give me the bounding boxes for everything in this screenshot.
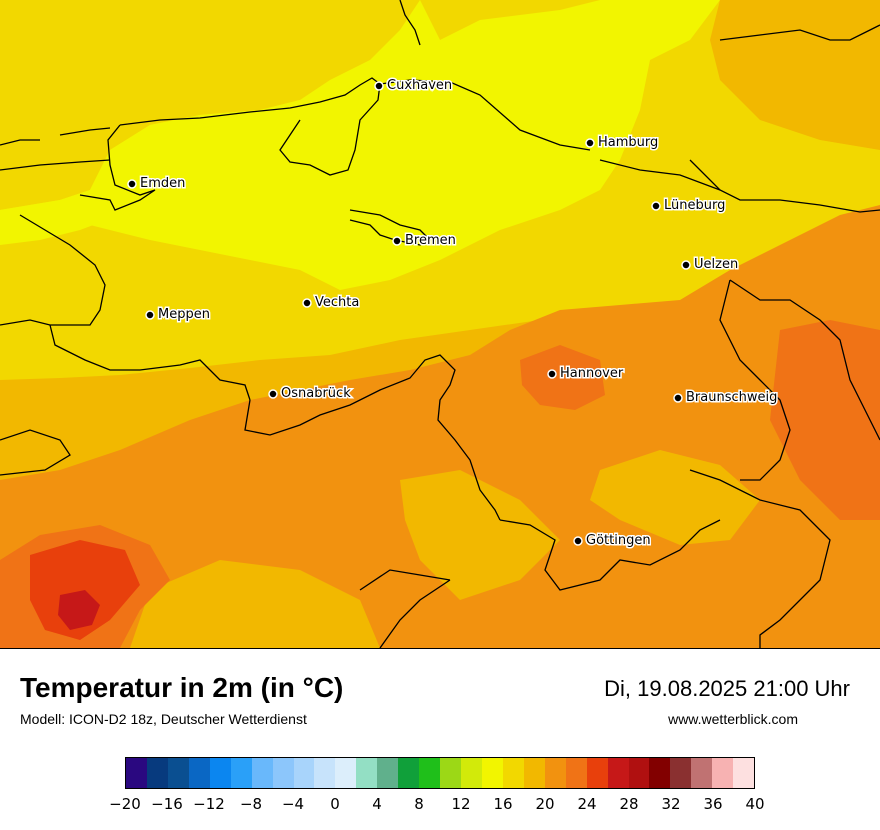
legend-swatch	[691, 758, 713, 788]
legend-swatch	[502, 758, 524, 788]
legend-tick-label: −20	[109, 795, 141, 813]
svg-text:Lüneburg: Lüneburg	[664, 198, 725, 213]
city-vechta[interactable]: Vechta	[302, 294, 361, 312]
legend-swatch	[607, 758, 629, 788]
svg-text:Bremen: Bremen	[405, 233, 456, 248]
legend-tick-label: 20	[535, 795, 555, 813]
legend-tick-label: 12	[451, 795, 471, 813]
borders	[0, 0, 880, 648]
city-hamburg[interactable]: Hamburg	[585, 134, 660, 152]
legend-swatch	[670, 758, 692, 788]
map-title: Temperatur in 2m (in °C)	[20, 672, 344, 703]
svg-text:Uelzen: Uelzen	[694, 257, 738, 272]
city-uelzen[interactable]: Uelzen	[681, 256, 740, 274]
svg-text:Göttingen: Göttingen	[586, 533, 651, 548]
legend-tick-label: 32	[661, 795, 681, 813]
city-lueneburg[interactable]: Lüneburg	[651, 197, 727, 215]
city-meppen[interactable]: Meppen	[145, 306, 211, 324]
legend-swatch	[440, 758, 461, 788]
legend-swatch	[167, 758, 189, 788]
legend-swatch	[544, 758, 566, 788]
legend-tick-label: −4	[281, 795, 305, 813]
legend-swatch	[523, 758, 545, 788]
legend-swatch	[188, 758, 210, 788]
legend-swatch	[314, 758, 336, 788]
legend-swatch	[586, 758, 608, 788]
band-17-inland	[0, 100, 380, 245]
legend-tick-label: 16	[493, 795, 513, 813]
city-markers: Cuxhaven Hamburg Emden Lüneburg Bremen U…	[127, 77, 779, 550]
legend-swatch	[628, 758, 650, 788]
band-18-coast	[0, 0, 420, 210]
band-23-east	[770, 320, 880, 520]
band-23	[520, 345, 605, 410]
model-info: Modell: ICON-D2 18z, Deutscher Wetterdie…	[20, 711, 307, 727]
legend-swatch	[293, 758, 315, 788]
legend-swatch	[251, 758, 273, 788]
temperature-field: Cuxhaven Hamburg Emden Lüneburg Bremen U…	[0, 0, 880, 648]
legend-swatch	[146, 758, 168, 788]
legend-tick-label: 8	[414, 795, 424, 813]
legend-tick-label: 28	[619, 795, 639, 813]
city-osnabrueck[interactable]: Osnabrück	[268, 385, 353, 403]
legend-swatch	[398, 758, 420, 788]
legend-tick-label: 40	[745, 795, 765, 813]
temperature-map[interactable]: Cuxhaven Hamburg Emden Lüneburg Bremen U…	[0, 0, 880, 649]
legend-swatch	[649, 758, 671, 788]
city-emden[interactable]: Emden	[127, 175, 187, 193]
legend-swatch	[209, 758, 231, 788]
svg-text:Osnabrück: Osnabrück	[281, 386, 351, 401]
city-goettingen[interactable]: Göttingen	[573, 532, 652, 550]
city-cuxhaven[interactable]: Cuxhaven	[374, 77, 454, 95]
band-19-south3	[400, 470, 560, 600]
legend-tick-label: 0	[330, 795, 340, 813]
color-legend	[125, 757, 755, 789]
city-hannover[interactable]: Hannover	[547, 365, 625, 383]
svg-text:Cuxhaven: Cuxhaven	[387, 78, 452, 93]
band-19-south2	[130, 560, 380, 648]
legend-tick-label: 24	[577, 795, 597, 813]
legend-swatch	[272, 758, 294, 788]
svg-text:Meppen: Meppen	[158, 307, 210, 322]
legend-swatch	[335, 758, 357, 788]
legend-swatch	[461, 758, 482, 788]
website-link[interactable]: www.wetterblick.com	[668, 711, 798, 727]
legend-swatch	[481, 758, 503, 788]
legend-swatch	[565, 758, 587, 788]
forecast-datetime: Di, 19.08.2025 21:00 Uhr	[604, 676, 850, 701]
svg-text:Braunschweig: Braunschweig	[686, 390, 777, 405]
legend-tick-label: −8	[239, 795, 263, 813]
legend-swatch	[733, 758, 755, 788]
band-19-northeast	[710, 0, 880, 150]
legend-swatch	[126, 758, 147, 788]
city-bremen[interactable]: Bremen	[392, 232, 457, 250]
legend-tick-label: 4	[372, 795, 382, 813]
city-braunschweig[interactable]: Braunschweig	[673, 389, 779, 407]
band-27	[58, 590, 100, 630]
svg-text:Vechta: Vechta	[315, 295, 359, 310]
band-21	[0, 205, 880, 648]
svg-text:Hannover: Hannover	[560, 366, 624, 381]
legend-tick-label: 36	[703, 795, 723, 813]
legend-tick-label: −12	[193, 795, 225, 813]
legend-swatch	[230, 758, 252, 788]
legend-swatch	[377, 758, 399, 788]
legend-tick-label: −16	[151, 795, 183, 813]
svg-text:Hamburg: Hamburg	[598, 135, 658, 150]
legend-swatch	[712, 758, 734, 788]
legend-swatch	[419, 758, 441, 788]
svg-text:Emden: Emden	[140, 176, 185, 191]
legend-swatch	[356, 758, 378, 788]
